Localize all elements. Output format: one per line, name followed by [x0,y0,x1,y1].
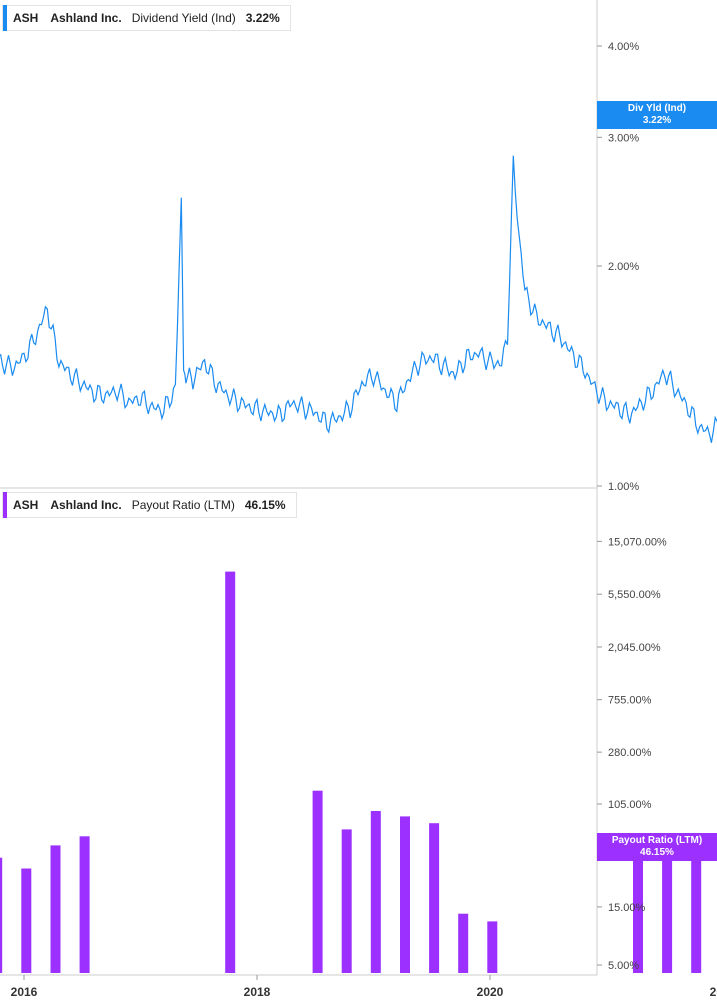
y-tick-label: 280.00% [608,747,652,759]
legend-metric: Payout Ratio (LTM) [131,498,235,512]
x-tick-label: 2022 [710,985,717,999]
payout-bar[interactable] [0,857,3,973]
payout-bar[interactable] [79,836,90,973]
badge-label: Div Yld (Ind) [627,103,687,114]
payout-bar[interactable] [458,913,469,973]
y-tick-label: 5,550.00% [608,589,661,601]
y-tick-label: 2.00% [608,261,639,273]
payout-bar[interactable] [691,856,702,973]
payout-axis-ticks: 15,070.00% 5,550.00% 2,045.00% 755.00% 280.0… [597,536,667,972]
legend-ticker: ASH [13,11,39,25]
badge-label: Payout Ratio (LTM) [611,835,703,846]
y-tick-label: 105.00% [608,799,652,811]
y-tick-label: 2,045.00% [608,642,661,654]
x-tick-label: 2018 [244,985,271,999]
legend-company: Ashland Inc. [50,11,122,25]
badge-value: 46.15% [640,847,674,858]
payout-bar[interactable] [487,921,498,973]
payout-bar[interactable] [400,816,410,973]
legend-value: 46.15% [244,498,286,512]
payout-bar[interactable] [50,845,61,973]
dividend-yield-line [0,155,717,443]
y-tick-label: 3.00% [608,132,639,144]
x-tick-label: 2016 [11,985,38,999]
y-tick-label: 15,070.00% [608,536,667,548]
y-tick-label: 4.00% [608,41,639,53]
payout-bar[interactable] [312,790,323,973]
payout-bar[interactable] [341,829,352,973]
legend-payout-ratio[interactable]: ASH Ashland Inc. Payout Ratio (LTM) 46.1… [2,492,297,518]
payout-bar[interactable] [370,811,381,973]
yield-axis-ticks: 4.00% 3.00% 2.00% 1.00% [597,41,639,493]
payout-bar[interactable] [662,848,673,973]
year-axis-ticks: 20162018202020222024 [11,975,717,999]
legend-dividend-yield[interactable]: ASH Ashland Inc. Dividend Yield (Ind) 3.… [2,5,291,31]
yield-value-badge: Div Yld (Ind) 3.22% [597,101,717,129]
badge-value: 3.22% [642,115,672,126]
legend-ticker: ASH [13,498,39,512]
y-tick-label: 755.00% [608,695,652,707]
payout-bar[interactable] [429,823,440,973]
y-tick-label: 5.00% [608,960,639,972]
y-tick-label: 15.00% [608,902,646,914]
payout-bar[interactable] [633,841,643,973]
payout-bars [0,571,702,974]
legend-company: Ashland Inc. [50,498,122,512]
y-tick-label: 1.00% [608,481,639,493]
legend-value: 3.22% [245,11,280,25]
yield-swatch [3,5,7,31]
legend-metric: Dividend Yield (Ind) [131,11,236,25]
payout-bar[interactable] [225,571,236,973]
payout-bar[interactable] [21,868,32,974]
x-tick-label: 2020 [477,985,504,999]
payout-value-badge: Payout Ratio (LTM) 46.15% [597,833,717,861]
payout-swatch [3,492,7,518]
